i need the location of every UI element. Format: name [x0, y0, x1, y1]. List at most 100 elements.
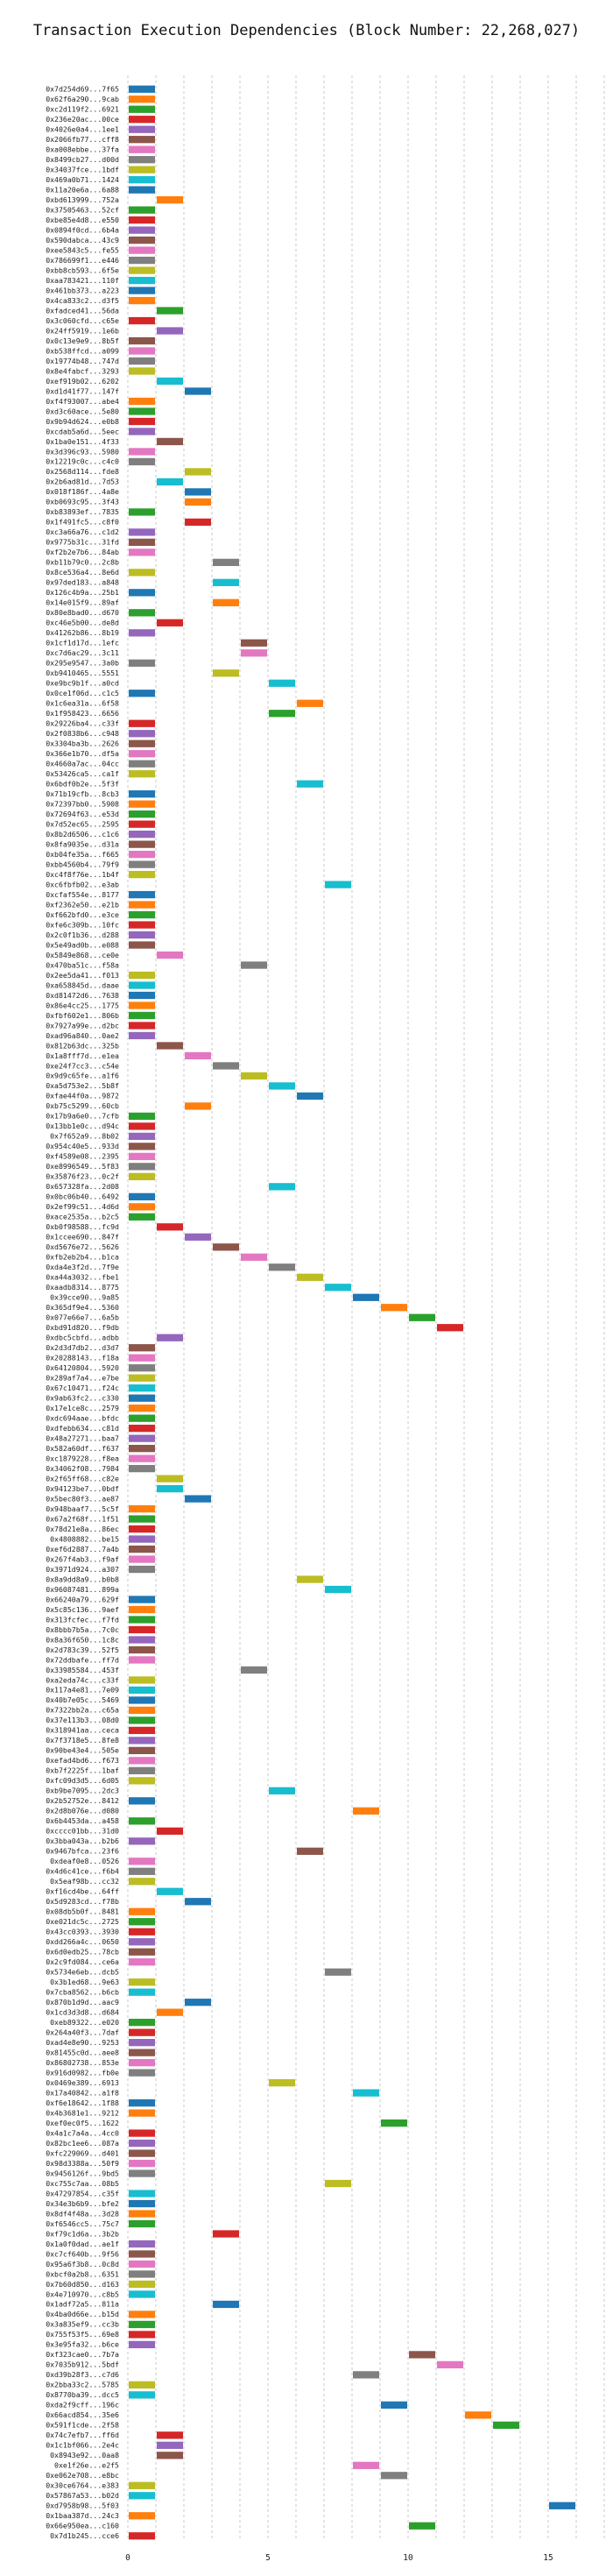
- tx-label: 0xef0ec0f5...1622: [46, 2119, 119, 2127]
- tx-bar: [129, 2391, 155, 2399]
- tx-label: 0x3a835ef9...cc3b: [46, 2320, 119, 2329]
- tx-bar: [353, 1807, 379, 1815]
- tx-bar: [129, 1948, 155, 1956]
- tx-label: 0x90be43e4...505e: [46, 1746, 119, 1755]
- tx-bar: [185, 518, 211, 527]
- tx-label: 0xad96a840...0ae2: [46, 1031, 119, 1040]
- tx-label: 0x954c40e5...933d: [46, 1142, 119, 1150]
- tx-label: 0x0bc06b40...6492: [46, 1192, 119, 1201]
- tx-label: 0xf323cae0...7b7a: [46, 2350, 119, 2359]
- tx-bar: [129, 2260, 155, 2268]
- tx-bar: [129, 1454, 155, 1462]
- tx-bar: [129, 941, 155, 949]
- tx-label: 0x9467bfca...23f6: [46, 1847, 119, 1856]
- tx-bar: [129, 760, 155, 768]
- tx-bar: [129, 428, 155, 435]
- tx-bar: [129, 870, 155, 879]
- tx-bar: [185, 1495, 211, 1503]
- tx-label: 0xa658845d...daae: [46, 980, 119, 989]
- tx-bar: [129, 1757, 155, 1765]
- tx-label: 0x236e20ac...00ce: [46, 115, 119, 124]
- tx-bar: [129, 457, 155, 466]
- tx-label: 0x8fa9035e...d31a: [46, 839, 119, 848]
- tx-label: 0x86802738...853e: [46, 2058, 119, 2067]
- tx-bar: [381, 2472, 407, 2480]
- tx-bar: [129, 276, 155, 285]
- tx-label: 0xeb89322...e020: [50, 2018, 119, 2027]
- tx-label: 0x1c6ea31a...6f58: [46, 699, 119, 708]
- tx-label: 0x4b3681e1...9212: [46, 2108, 119, 2117]
- tx-bar: [157, 1484, 183, 1493]
- tx-bar: [129, 1434, 155, 1442]
- tx-bar: [129, 569, 155, 577]
- tx-label: 0xaadb8314...8775: [46, 1283, 119, 1292]
- tx-bar: [129, 1112, 155, 1121]
- tx-bar: [241, 1253, 267, 1261]
- tx-bar: [157, 307, 183, 315]
- tx-label: 0x74c7efb7...ff6d: [46, 2431, 119, 2439]
- tx-label: 0x8a9dd8a9...b0b8: [46, 1575, 119, 1583]
- tx-label: 0x3c060cfd...c65e: [46, 316, 119, 325]
- tx-label: 0x2066fb77...cff8: [46, 135, 119, 144]
- tx-bar: [129, 931, 155, 939]
- tx-label: 0xc46e5b00...de8d: [46, 619, 119, 627]
- tx-label: 0xc7cf640b...9f56: [46, 2249, 119, 2258]
- tx-label: 0xc755c7aa...08b5: [46, 2179, 119, 2188]
- tx-bar: [129, 1152, 155, 1161]
- tx-bar: [129, 357, 155, 365]
- tx-bar: [129, 2149, 155, 2157]
- tx-label: 0x17a40842...a1f8: [46, 2088, 119, 2097]
- tx-bar: [241, 649, 267, 657]
- tx-label: 0xf16cd4be...64ff: [46, 1887, 119, 1896]
- tx-label: 0x470ba51c...f58a: [46, 960, 119, 969]
- tx-bar: [129, 1022, 155, 1030]
- tx-bar: [129, 266, 155, 274]
- tx-label: 0x64120804...5920: [46, 1363, 119, 1372]
- tx-label: 0x2f65ff68...c82e: [46, 1474, 119, 1483]
- tx-label: 0x267f4ab3...f9af: [46, 1554, 119, 1563]
- tx-label: 0xf4f93007...abe4: [46, 397, 119, 406]
- chart-title: Transaction Execution Dependencies (Bloc…: [33, 22, 580, 39]
- tx-label: 0xd81472d6...7638: [46, 991, 119, 1000]
- tx-bar: [129, 1394, 155, 1402]
- tx-bar: [213, 2230, 239, 2238]
- tx-label: 0x66240a79...629f: [46, 1595, 119, 1603]
- tx-bar: [157, 951, 183, 959]
- x-tick-labels: 0 5 10 15: [125, 2553, 553, 2563]
- x-tick-label: 5: [265, 2553, 271, 2563]
- tx-bar: [157, 619, 183, 626]
- tx-bar: [129, 1163, 155, 1171]
- tx-bar: [129, 1605, 155, 1614]
- tx-label: 0xb0f98588...fc9d: [46, 1222, 119, 1231]
- tx-bar: [129, 1565, 155, 1574]
- tx-label: 0xbb8cb593...6f5e: [46, 265, 119, 274]
- tx-label: 0x0c13e9e9...8b5f: [46, 336, 119, 345]
- tx-label: 0x1a8fff7d...e1ea: [46, 1051, 119, 1060]
- tx-label: 0xda4e3f2d...7f9e: [46, 1263, 119, 1271]
- tx-bar: [129, 991, 155, 1000]
- tx-bar: [213, 669, 239, 677]
- tx-label: 0x7d52ec65...2595: [46, 819, 119, 828]
- tx-bar: [129, 96, 155, 103]
- tx-label: 0xd3c60ace...5e80: [46, 407, 119, 415]
- tx-label: 0x2d3d7db2...d3d7: [46, 1343, 119, 1352]
- tx-label: 0xbcf0a2b8...6351: [46, 2269, 119, 2278]
- tx-bar: [185, 1999, 211, 2006]
- tx-bar: [129, 790, 155, 798]
- tx-label: 0x0ce1f06d...c1c5: [46, 689, 119, 697]
- tx-label: 0x1f491fc5...c8f0: [46, 518, 119, 527]
- tx-bar: [129, 1405, 155, 1412]
- tx-bar: [129, 2240, 155, 2248]
- tx-label: 0x7927a99e...d2bc: [46, 1021, 119, 1030]
- tx-bar: [437, 2360, 463, 2369]
- tx-label: 0x3971d924...a307: [46, 1565, 119, 1574]
- tx-label: 0x318941aa...ceca: [46, 1726, 119, 1735]
- tx-bar: [129, 246, 155, 254]
- tx-bar: [129, 508, 155, 516]
- tx-bar: [437, 1324, 463, 1332]
- tx-label: 0xa2eda74c...c33f: [46, 1675, 119, 1684]
- tx-label: 0x2d783c39...52f5: [46, 1645, 119, 1654]
- tx-bar: [129, 2069, 155, 2077]
- tx-bar: [185, 1102, 211, 1110]
- tx-label: 0xf2362e50...e21b: [46, 900, 119, 909]
